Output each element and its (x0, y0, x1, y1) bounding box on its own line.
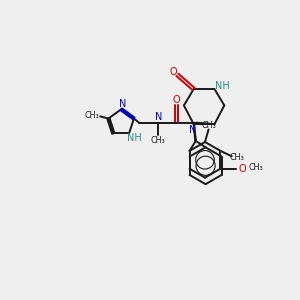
Text: O: O (170, 67, 178, 77)
Text: NH: NH (215, 81, 230, 91)
Text: N: N (189, 125, 197, 135)
Text: N: N (154, 112, 162, 122)
Text: N: N (119, 99, 126, 109)
Text: CH₃: CH₃ (85, 111, 100, 120)
Text: O: O (173, 95, 181, 105)
Text: CH₃: CH₃ (201, 121, 216, 130)
Text: O: O (239, 164, 247, 174)
Text: CH₃: CH₃ (248, 163, 263, 172)
Text: NH: NH (127, 133, 142, 143)
Text: CH₃: CH₃ (151, 136, 165, 145)
Text: CH₃: CH₃ (230, 153, 244, 162)
